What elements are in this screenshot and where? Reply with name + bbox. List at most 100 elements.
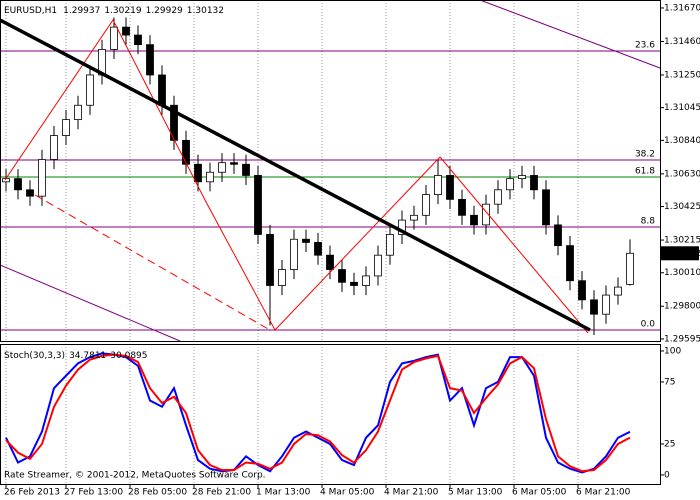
y-tick-label: 1.30840: [664, 136, 700, 146]
header-high: 1.30219: [104, 6, 141, 16]
candle-body: [50, 135, 58, 160]
candle-body: [14, 178, 22, 191]
candle-body: [374, 254, 382, 277]
candle-body: [362, 275, 370, 286]
candle-body: [602, 294, 610, 315]
marks-layer: [2, 17, 634, 474]
candle-body: [254, 175, 262, 235]
zigzag-line: [4, 19, 589, 334]
candle-body: [242, 163, 250, 176]
candle-body: [86, 74, 94, 106]
stoch-main-value: 34.7811: [69, 351, 106, 361]
header-close: 1.30132: [187, 6, 224, 16]
candle-body: [458, 198, 466, 216]
y-tick-label: 1.30215: [664, 236, 700, 246]
x-tick-label: 6 Mar 05:00: [512, 488, 567, 498]
y-tick-label: 1.30425: [664, 202, 700, 212]
channel-line: [0, 264, 181, 342]
candle-body: [506, 178, 514, 191]
x-tick-label: 1 Mar 13:00: [256, 488, 311, 498]
candle-body: [578, 280, 586, 301]
candle-body: [182, 139, 190, 165]
header-low: 1.29929: [146, 6, 183, 16]
fib-label: 0.0: [641, 319, 656, 329]
candle-body: [194, 163, 202, 183]
candle-body: [626, 252, 634, 285]
y-tick-label: 1.31460: [664, 37, 700, 47]
y-tick-label: 1.31045: [664, 103, 700, 113]
y-tick-label: 100: [664, 346, 681, 356]
candle-body: [326, 254, 334, 270]
x-tick-label: 27 Feb 13:00: [64, 488, 123, 498]
fibonacci-layer: [0, 50, 660, 331]
labels-layer: EURUSD,H1 1.29937 1.30219 1.29929 1.30132 St…: [4, 3, 700, 497]
candle-body: [146, 44, 154, 76]
candle-body: [554, 224, 562, 247]
y-tick-label: 1.31670: [664, 3, 700, 13]
fib-label: 23.6: [635, 41, 655, 51]
stoch-title: Stoch(30,3,3): [4, 351, 65, 361]
fib-label: 61.8: [635, 167, 655, 177]
trend-line: [0, 18, 591, 332]
candle-body: [494, 189, 502, 205]
candle-body: [26, 189, 34, 197]
y-tick-label: 0: [664, 470, 670, 480]
candle-body: [110, 26, 118, 50]
x-tick-label: 6 Mar 21:00: [576, 488, 631, 498]
candle-body: [158, 74, 166, 106]
symbol: EURUSD,H1: [4, 6, 57, 16]
candle-body: [482, 203, 490, 226]
candle-body: [266, 234, 274, 286]
candle-body: [446, 175, 454, 200]
price-box: [661, 246, 699, 261]
watermark: Rate Streamer, © 2001-2012, MetaQuotes S…: [4, 471, 266, 481]
candle-body: [338, 269, 346, 283]
candle-body: [206, 171, 214, 183]
candle-body: [62, 119, 70, 136]
candle-body: [218, 162, 226, 173]
candle-body: [38, 159, 46, 197]
candle-body: [290, 238, 298, 270]
candle-body: [542, 189, 550, 226]
y-tick-label: 1.29595: [664, 334, 700, 344]
candle-body: [434, 175, 442, 195]
candle-body: [230, 162, 238, 165]
stoch-header: Stoch(30,3,3) 34.7811 30.0895: [4, 351, 148, 361]
x-tick-label: 4 Mar 05:00: [320, 488, 375, 498]
candle-body: [122, 26, 130, 36]
candle-body: [518, 175, 526, 180]
fib-label: 38.2: [635, 149, 655, 159]
candle-body: [386, 234, 394, 256]
y-tick-label: 75: [664, 377, 675, 387]
candle-body: [398, 219, 406, 235]
stoch-frame: [0, 344, 661, 485]
x-tick-label: 5 Mar 13:00: [448, 488, 503, 498]
x-tick-label: 28 Feb 21:00: [192, 488, 251, 498]
candle-body: [422, 194, 430, 216]
grid-layer: [5, 0, 664, 488]
channel-line: [479, 0, 661, 69]
candle-body: [566, 245, 574, 282]
candle-body: [278, 269, 286, 286]
dashed-trend-line: [34, 194, 271, 331]
y-tick-label: 1.30010: [664, 268, 700, 278]
candle-body: [530, 175, 538, 191]
x-tick-label: 28 Feb 05:00: [128, 488, 187, 498]
y-tick-label: 1.31250: [664, 70, 700, 80]
header: EURUSD,H1 1.29937 1.30219 1.29929 1.30132: [4, 6, 224, 16]
candle-body: [314, 242, 322, 256]
y-tick-label: 25: [664, 439, 675, 449]
drawings: [0, 0, 661, 342]
candle-body: [590, 299, 598, 315]
candle-body: [302, 238, 310, 243]
x-tick-label: 26 Feb 2013: [4, 488, 60, 498]
candle-body: [134, 34, 142, 46]
stoch-line: [5, 353, 631, 473]
x-tick-label: 4 Mar 21:00: [384, 488, 439, 498]
y-tick-label: 1.30630: [664, 169, 700, 179]
price-label: 1.30132: [664, 249, 700, 259]
main-frame: [0, 0, 661, 342]
candle-body: [470, 214, 478, 226]
